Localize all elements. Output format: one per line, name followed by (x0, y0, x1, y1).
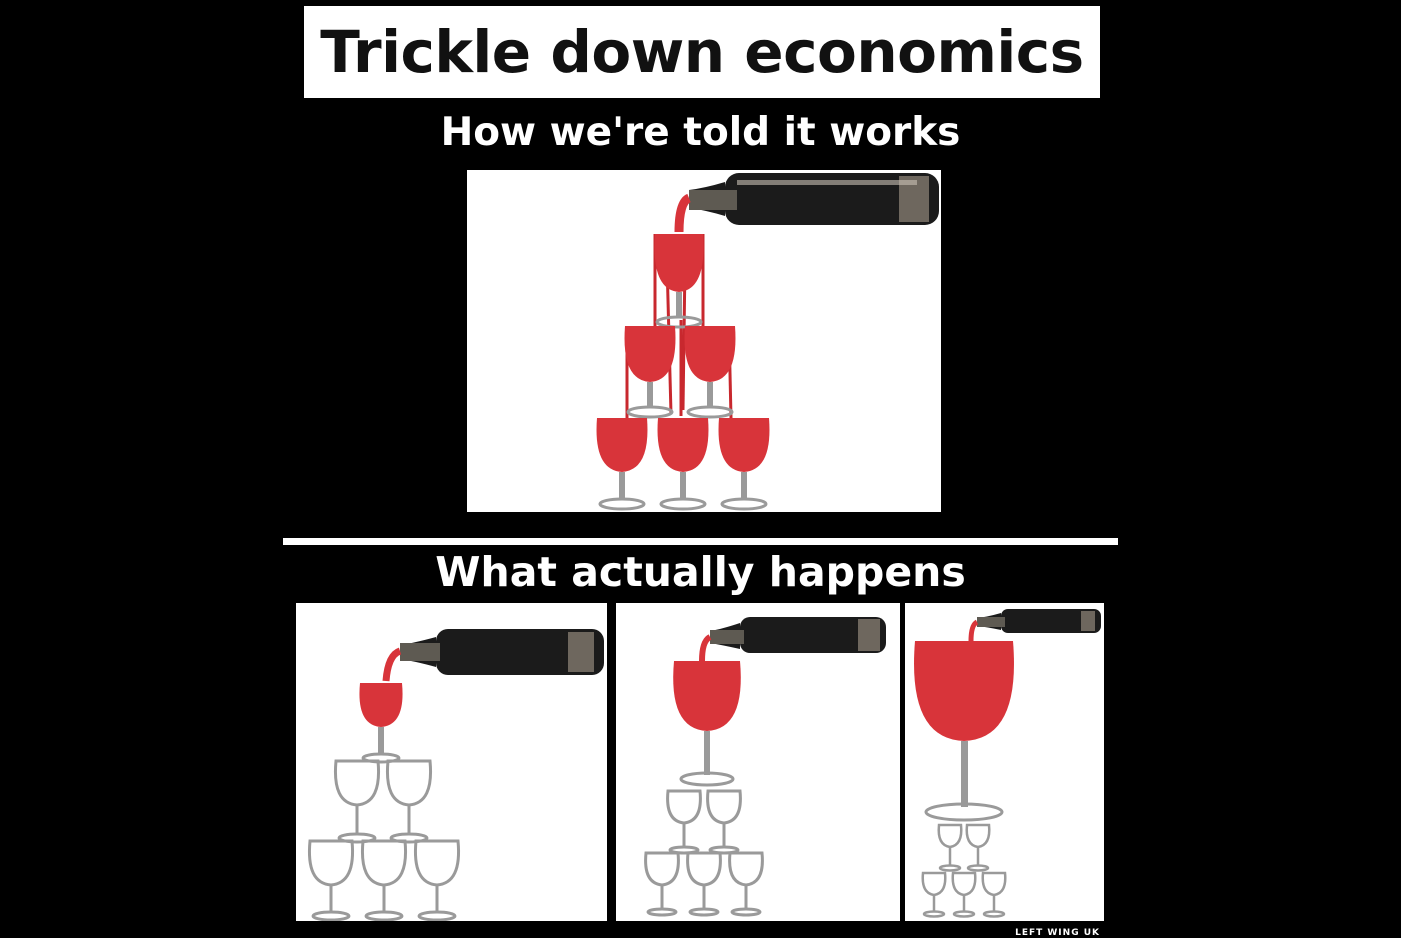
wine-glass-full-icon (684, 326, 736, 419)
meme-title: Trickle down economics (320, 18, 1084, 86)
wine-glass-full-icon (718, 418, 770, 511)
bottom-heading: What actually happens (435, 548, 966, 596)
wine-glass-full-icon (654, 234, 704, 329)
wine-glass-small-full-illustration (307, 629, 604, 921)
wine-glass-full-icon (673, 661, 741, 787)
wine-bottle-icon (977, 609, 1101, 633)
title-box: Trickle down economics (304, 6, 1100, 98)
wine-glass-full-icon (914, 641, 1014, 822)
wine-glass-medium-full-illustration (644, 617, 886, 917)
wine-pyramid-full-illustration (596, 173, 939, 511)
empty-glasses-group (307, 759, 461, 921)
actual-panel-1 (296, 603, 607, 921)
wine-bottle-icon (400, 629, 604, 675)
actual-panel-3 (905, 603, 1104, 921)
credit-watermark: LEFT WING UK (1015, 928, 1100, 938)
meme-image: Trickle down economics How we're told it… (283, 0, 1118, 938)
empty-glasses-group (644, 789, 764, 917)
wine-glass-full-icon (657, 418, 709, 511)
told-panel (467, 170, 941, 512)
wine-bottle-icon (689, 173, 939, 225)
section-divider (283, 538, 1118, 545)
actual-panel-2 (616, 603, 900, 921)
wine-glass-full-icon (359, 683, 403, 764)
top-heading: How we're told it works (440, 110, 961, 155)
wine-glass-full-icon (596, 418, 648, 511)
wine-glass-full-icon (624, 326, 676, 419)
wine-bottle-icon (710, 617, 886, 653)
empty-glasses-group (921, 823, 1007, 918)
wine-glass-large-full-illustration (914, 609, 1101, 918)
